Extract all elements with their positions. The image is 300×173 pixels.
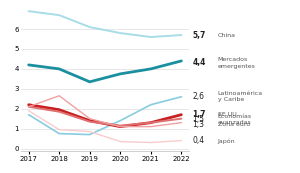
Text: Japón: Japón xyxy=(218,138,235,144)
Text: China: China xyxy=(218,33,236,38)
Text: 2,6: 2,6 xyxy=(192,92,204,101)
Text: 0,4: 0,4 xyxy=(192,136,205,145)
Text: Latinoamérica
y Caribe: Latinoamérica y Caribe xyxy=(218,91,263,102)
Text: 1,3: 1,3 xyxy=(192,120,204,129)
Text: 1,7: 1,7 xyxy=(192,110,206,119)
Text: Mercados
emergentes: Mercados emergentes xyxy=(218,57,255,69)
Text: 1,5: 1,5 xyxy=(192,115,204,124)
Text: Zona euro: Zona euro xyxy=(218,122,250,127)
Text: 4,4: 4,4 xyxy=(192,58,206,67)
Text: Economías
avanzadas: Economías avanzadas xyxy=(218,114,252,125)
Text: 5,7: 5,7 xyxy=(192,31,206,40)
Text: EE UU: EE UU xyxy=(218,112,236,117)
